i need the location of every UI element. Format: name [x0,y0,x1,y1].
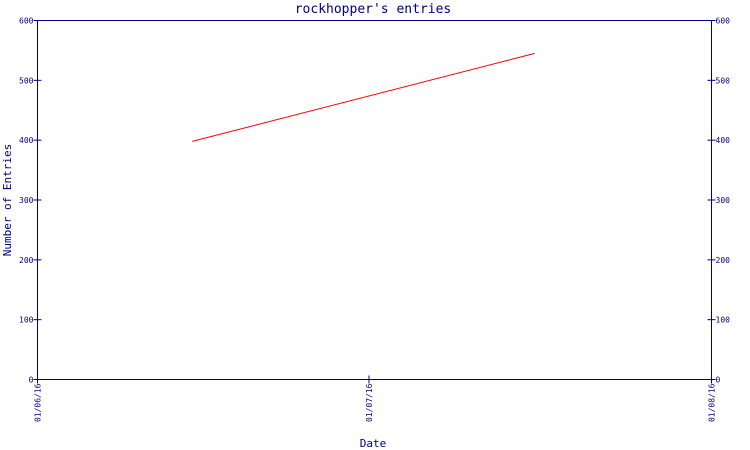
y-axis-label: Number of Entries [1,144,14,257]
plot-frame [37,20,712,380]
y-tick-label: 0 [29,376,34,385]
series-layer [192,52,535,142]
y-tick-label: 400 [19,136,34,145]
x-axis-label: Date [360,437,387,450]
y-tick-label: 300 [19,196,34,205]
y-tick-label-right: 100 [716,316,731,325]
chart-title: rockhopper's entries [295,2,452,17]
y-axis-left: 0 100 200 300 400 500 600 [19,17,42,385]
x-tick-label: 01/06/16 [34,383,43,422]
y-tick-label-right: 200 [716,256,731,265]
y-tick-label-right: 300 [716,196,731,205]
x-tick-label: 01/08/16 [708,383,717,422]
series-line [192,52,535,142]
x-tick-label: 01/07/16 [365,383,374,422]
y-tick-label-right: 500 [716,76,731,85]
y-axis-right: 0 100 200 300 400 500 600 [707,17,731,385]
x-axis: 01/06/16 01/07/16 01/08/16 [34,375,717,422]
y-tick-label-right: 600 [716,17,731,26]
y-tick-label-right: 0 [716,376,721,385]
y-tick-label: 100 [19,316,34,325]
y-tick-label: 200 [19,256,34,265]
y-tick-label-right: 400 [716,136,731,145]
y-tick-label: 500 [19,76,34,85]
y-tick-label: 600 [19,17,34,26]
